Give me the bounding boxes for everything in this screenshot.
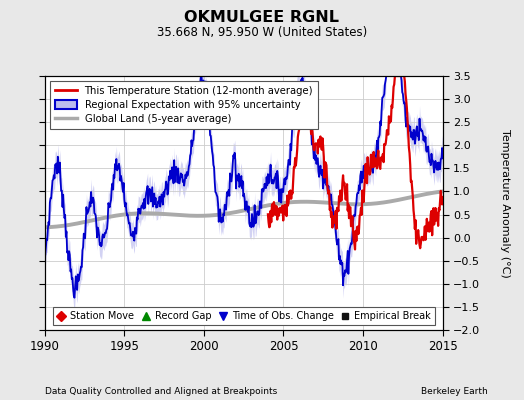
- Y-axis label: Temperature Anomaly (°C): Temperature Anomaly (°C): [500, 129, 510, 277]
- Text: Berkeley Earth: Berkeley Earth: [421, 387, 487, 396]
- Legend: Station Move, Record Gap, Time of Obs. Change, Empirical Break: Station Move, Record Gap, Time of Obs. C…: [53, 307, 434, 325]
- Text: 35.668 N, 95.950 W (United States): 35.668 N, 95.950 W (United States): [157, 26, 367, 39]
- Text: Data Quality Controlled and Aligned at Breakpoints: Data Quality Controlled and Aligned at B…: [45, 387, 277, 396]
- Text: OKMULGEE RGNL: OKMULGEE RGNL: [184, 10, 340, 25]
